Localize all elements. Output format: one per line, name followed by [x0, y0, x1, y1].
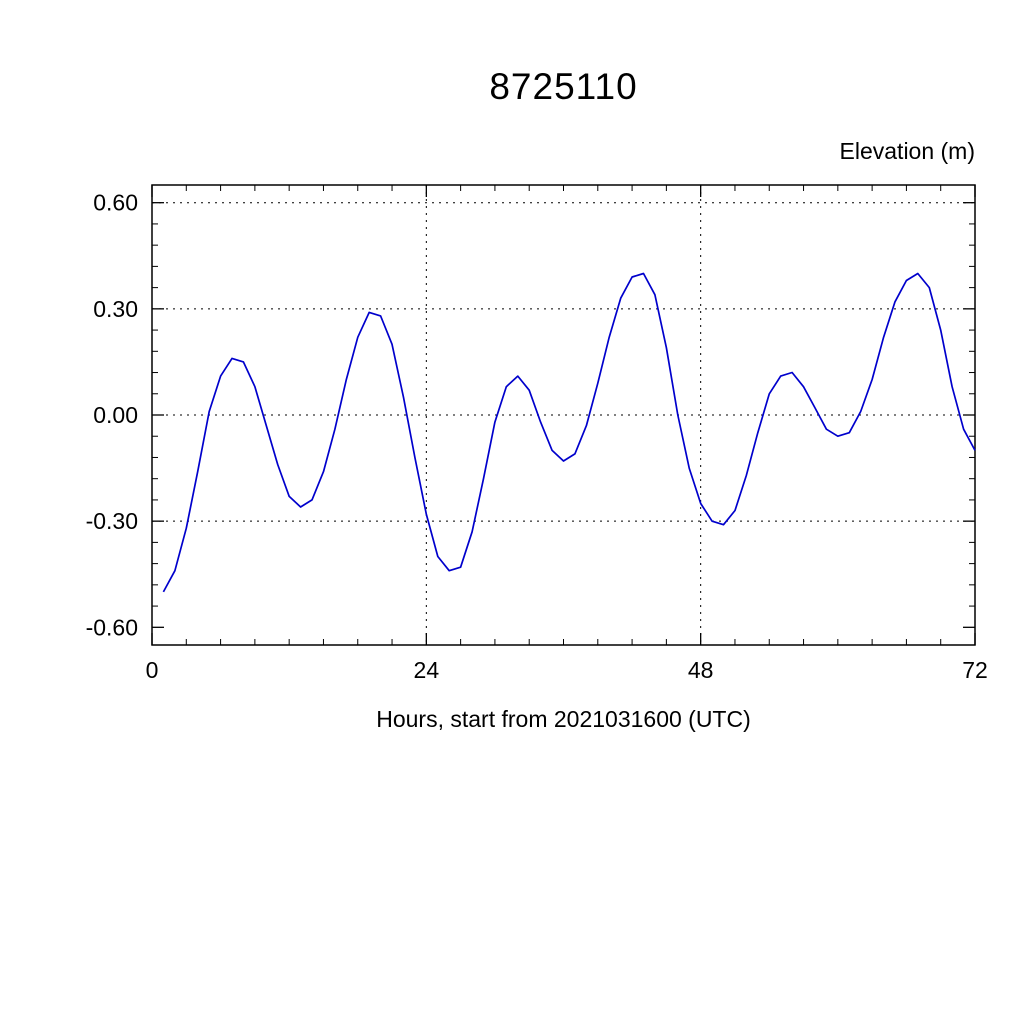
x-tick-label: 0 [146, 657, 159, 683]
y-tick-label: 0.60 [93, 190, 138, 216]
x-tick-label: 48 [688, 657, 714, 683]
y-tick-label: -0.60 [86, 614, 138, 640]
elevation-series-line [162, 272, 976, 593]
x-tick-label: 24 [414, 657, 440, 683]
chart-title: 8725110 [489, 66, 638, 107]
y-tick-label: 0.30 [93, 296, 138, 322]
plot-frame [151, 184, 976, 646]
x-axis-label: Hours, start from 2021031600 (UTC) [376, 706, 751, 732]
y-tick-label: 0.00 [93, 402, 138, 428]
x-tick-label: 72 [962, 657, 988, 683]
elevation-axis-label: Elevation (m) [839, 138, 975, 164]
y-tick-label: -0.30 [86, 508, 138, 534]
